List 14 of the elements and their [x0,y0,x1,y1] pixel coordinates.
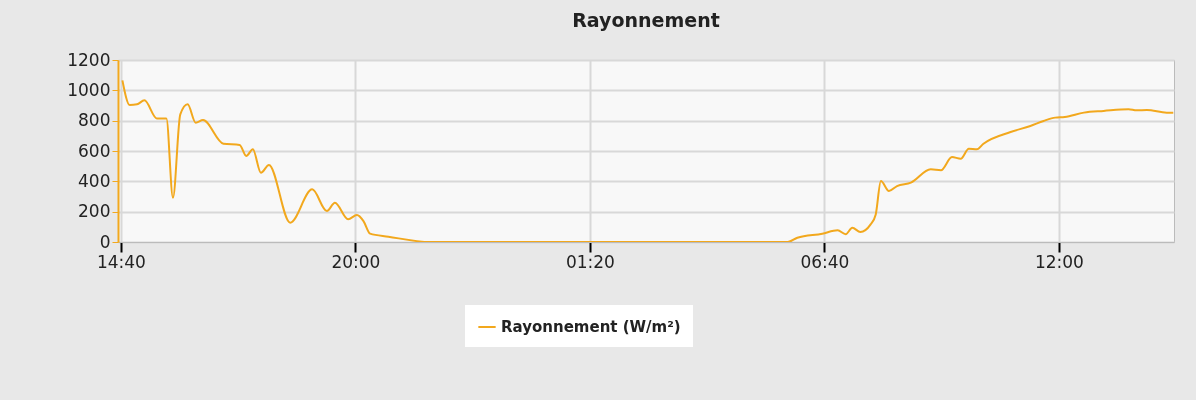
y-tick-label: 600 [78,140,111,161]
y-tick-label: 800 [78,110,111,131]
x-tick-label: 06:40 [800,251,850,272]
x-tick-label: 14:40 [96,251,146,272]
y-tick-label: 1000 [67,79,111,100]
y-tick-label: 400 [78,170,111,191]
x-tick-label: 01:20 [565,251,615,272]
x-tick-label: 12:00 [1034,251,1084,272]
legend-label: Rayonnement (W/m²) [501,318,681,336]
y-tick-label: 1200 [67,49,111,70]
chart-title: Rayonnement [572,9,720,31]
y-tick-label: 200 [78,201,111,222]
x-tick-label: 20:00 [331,251,381,272]
y-tick-label: 0 [99,231,111,252]
